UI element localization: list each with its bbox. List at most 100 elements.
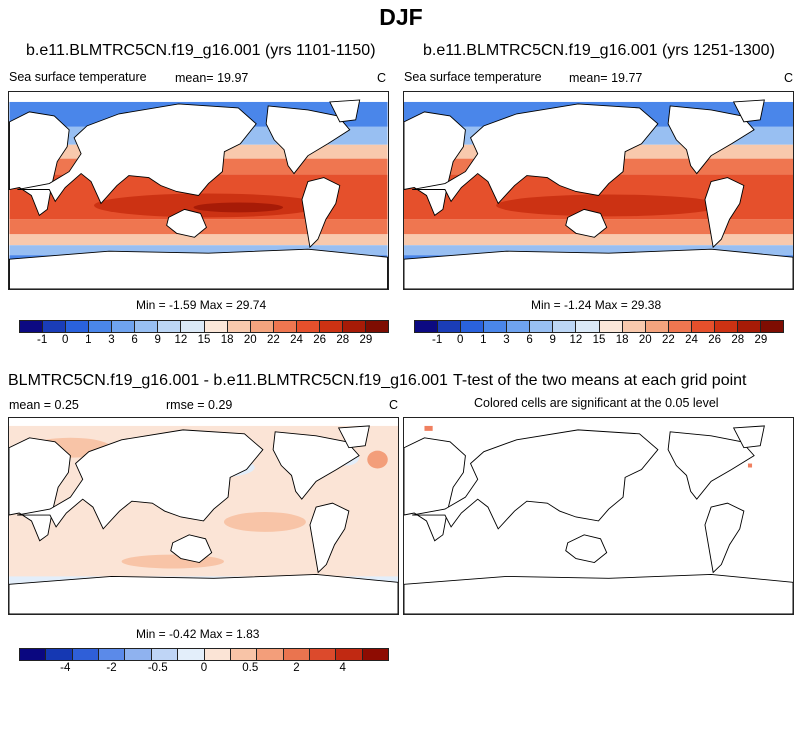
- colorbar-cell: [72, 649, 100, 660]
- colorbar-cell: [178, 649, 205, 660]
- panel1-title: b.e11.BLMTRC5CN.f19_g16.001 (yrs 1101-11…: [26, 42, 376, 59]
- colorbar-cell: [342, 321, 366, 332]
- colorbar-cell: [319, 321, 343, 332]
- colorbar-cell: [20, 649, 47, 660]
- panel4-map-svg: [404, 418, 793, 614]
- colorbar-tick-label: 18: [220, 334, 234, 346]
- colorbar-cell: [484, 321, 508, 332]
- panel3-map-svg: [9, 418, 398, 614]
- panel1-mean: mean= 19.97: [175, 71, 248, 85]
- colorbar-cell: [112, 321, 136, 332]
- panel1-max-label: Max =: [199, 298, 233, 312]
- panel2-map: [403, 91, 794, 290]
- figure-title: DJF: [379, 4, 423, 30]
- p2-continents: [404, 99, 793, 289]
- colorbar-cell: [230, 649, 258, 660]
- panel2-max-label: Max =: [594, 298, 628, 312]
- colorbar-tick-label: -0.5: [147, 662, 168, 674]
- panel2-min-value: -1.24: [564, 298, 592, 312]
- colorbar-cell: [362, 649, 389, 660]
- panel2-colorbar-ticks: -1 0 1 3 6 9 12 15 18 20 22 24 26 28 29: [414, 334, 782, 348]
- panel1-mean-label: mean=: [175, 71, 214, 85]
- panel1-map-svg: [9, 92, 388, 289]
- p4-continents: [404, 425, 793, 614]
- panel1-min-value: -1.59: [169, 298, 197, 312]
- panel3-min-label: Min =: [136, 627, 166, 641]
- colorbar-cell: [576, 321, 600, 332]
- p3-warm-patch-s: [121, 554, 224, 569]
- p1-warm-pool-core: [193, 202, 284, 213]
- colorbar-cell: [273, 321, 297, 332]
- colorbar-tick-label: 29: [359, 334, 373, 346]
- colorbar-tick-label: 0: [457, 334, 464, 346]
- colorbar-tick-label: 0.5: [242, 662, 259, 674]
- colorbar-cell: [336, 649, 363, 660]
- panel1-minmax: Min = -1.59 Max = 29.74: [136, 298, 266, 312]
- colorbar-tick-label: 20: [638, 334, 652, 346]
- colorbar-tick-label: 12: [174, 334, 188, 346]
- colorbar-tick-label: 1: [480, 334, 487, 346]
- panel1-mean-value: 19.97: [217, 71, 249, 85]
- panel2-mean: mean= 19.77: [569, 71, 642, 85]
- panel4-map: [403, 417, 794, 615]
- panel3-colorbar: [19, 648, 389, 661]
- panel3-map: [8, 417, 399, 615]
- colorbar-cell: [668, 321, 692, 332]
- colorbar-tick-label: 2: [293, 662, 300, 674]
- colorbar-tick-label: 26: [708, 334, 722, 346]
- colorbar-tick-label: 9: [154, 334, 161, 346]
- colorbar-cell: [66, 321, 90, 332]
- panel2-variable: Sea surface temperature: [404, 70, 542, 84]
- colorbar-cell: [309, 649, 337, 660]
- panel1-colorbar-ticks: -1 0 1 3 6 9 12 15 18 20 22 24 26 28 29: [19, 334, 387, 348]
- colorbar-cell: [553, 321, 577, 332]
- panel3-max-value: 1.83: [236, 627, 260, 641]
- panel2-title: b.e11.BLMTRC5CN.f19_g16.001 (yrs 1251-13…: [423, 42, 775, 59]
- p1-band-south-cool: [9, 245, 388, 256]
- panel2-map-svg: [404, 92, 793, 289]
- colorbar-cell: [760, 321, 783, 332]
- panel3-title: BLMTRC5CN.f19_g16.001 - b.e11.BLMTRC5CN.…: [8, 372, 448, 389]
- colorbar-cell: [461, 321, 485, 332]
- panel3-mean: mean = 0.25: [9, 398, 79, 412]
- colorbar-cell: [125, 649, 152, 660]
- colorbar-cell: [737, 321, 761, 332]
- colorbar-cell: [599, 321, 623, 332]
- colorbar-cell: [257, 649, 284, 660]
- colorbar-tick-label: 3: [108, 334, 115, 346]
- panel1-units: C: [377, 71, 387, 85]
- colorbar-tick-label: 20: [243, 334, 257, 346]
- colorbar-cell: [158, 321, 182, 332]
- colorbar-cell: [99, 649, 126, 660]
- panel3-rmse-label: rmse =: [166, 398, 205, 412]
- colorbar-tick-label: 29: [754, 334, 768, 346]
- colorbar-cell: [89, 321, 113, 332]
- panel3-units: C: [389, 398, 399, 412]
- panel3-minmax: Min = -0.42 Max = 1.83: [136, 627, 259, 641]
- panel3-mean-label: mean =: [9, 398, 52, 412]
- colorbar-cell: [135, 321, 159, 332]
- colorbar-tick-label: 24: [290, 334, 303, 346]
- panel3-rmse: rmse = 0.29: [166, 398, 232, 412]
- colorbar-tick-label: 28: [336, 334, 350, 346]
- colorbar-tick-label: -4: [60, 662, 71, 674]
- panel2-mean-value: 19.77: [611, 71, 643, 85]
- colorbar-cell: [43, 321, 67, 332]
- colorbar-cell: [415, 321, 439, 332]
- p2-band-south-mild: [404, 234, 793, 246]
- colorbar-cell: [181, 321, 205, 332]
- panel3-mean-value: 0.25: [54, 398, 79, 412]
- colorbar-cell: [204, 649, 231, 660]
- panel2-minmax: Min = -1.24 Max = 29.38: [531, 298, 661, 312]
- colorbar-cell: [645, 321, 669, 332]
- panel2-units: C: [784, 71, 794, 85]
- colorbar-tick-label: 15: [592, 334, 606, 346]
- colorbar-tick-label: 6: [131, 334, 138, 346]
- p3-warm-patch-epac: [223, 512, 306, 532]
- colorbar-tick-label: -2: [106, 662, 117, 674]
- panel1-map: [8, 91, 389, 290]
- colorbar-cell: [250, 321, 274, 332]
- colorbar-cell: [530, 321, 554, 332]
- colorbar-tick-label: 18: [615, 334, 629, 346]
- panel1-max-value: 29.74: [236, 298, 267, 312]
